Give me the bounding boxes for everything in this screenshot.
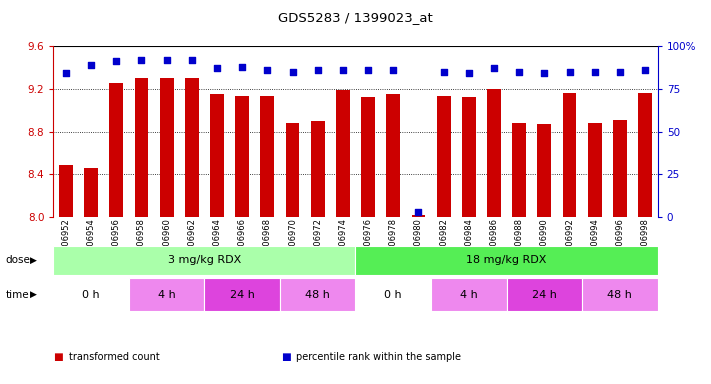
Point <box>312 67 324 73</box>
Bar <box>109 83 123 217</box>
Point <box>60 70 72 76</box>
Bar <box>185 78 199 217</box>
Point <box>136 57 147 63</box>
Text: 4 h: 4 h <box>460 290 478 300</box>
Bar <box>588 123 602 217</box>
Point <box>111 58 122 65</box>
Text: 0 h: 0 h <box>82 290 100 300</box>
Text: ■: ■ <box>281 352 291 362</box>
Text: time: time <box>6 290 29 300</box>
Bar <box>280 278 356 311</box>
Bar <box>356 278 431 311</box>
Bar <box>53 246 356 275</box>
Text: 4 h: 4 h <box>158 290 176 300</box>
Text: 3 mg/kg RDX: 3 mg/kg RDX <box>168 255 241 265</box>
Point <box>539 70 550 76</box>
Bar <box>582 278 658 311</box>
Text: 18 mg/kg RDX: 18 mg/kg RDX <box>466 255 547 265</box>
Point <box>413 209 424 215</box>
Point <box>488 65 500 71</box>
Bar <box>512 123 526 217</box>
Bar <box>84 168 98 217</box>
Point <box>161 57 172 63</box>
Bar <box>160 78 173 217</box>
Point <box>85 62 97 68</box>
Bar <box>260 96 274 217</box>
Point <box>463 70 474 76</box>
Bar <box>134 78 149 217</box>
Bar <box>361 98 375 217</box>
Point <box>262 67 273 73</box>
Text: ■: ■ <box>53 352 63 362</box>
Text: ▶: ▶ <box>30 290 37 299</box>
Bar <box>431 278 506 311</box>
Text: dose: dose <box>6 255 31 265</box>
Bar <box>638 93 652 217</box>
Text: transformed count: transformed count <box>69 352 160 362</box>
Point <box>211 65 223 71</box>
Text: ▶: ▶ <box>30 256 37 265</box>
Point <box>614 69 626 75</box>
Point <box>589 69 600 75</box>
Bar <box>487 89 501 217</box>
Bar <box>356 246 658 275</box>
Text: 24 h: 24 h <box>230 290 255 300</box>
Point <box>337 67 348 73</box>
Point <box>387 67 399 73</box>
Bar <box>53 278 129 311</box>
Bar <box>462 98 476 217</box>
Bar <box>235 96 249 217</box>
Text: 24 h: 24 h <box>532 290 557 300</box>
Bar <box>613 120 627 217</box>
Bar <box>336 90 350 217</box>
Text: GDS5283 / 1399023_at: GDS5283 / 1399023_at <box>278 12 433 25</box>
Bar <box>562 93 577 217</box>
Point <box>639 67 651 73</box>
Point <box>363 67 374 73</box>
Bar <box>412 215 425 217</box>
Point <box>513 69 525 75</box>
Text: 48 h: 48 h <box>305 290 330 300</box>
Point <box>287 69 298 75</box>
Point <box>564 69 575 75</box>
Text: 48 h: 48 h <box>607 290 632 300</box>
Bar <box>205 278 280 311</box>
Point <box>237 63 248 70</box>
Text: percentile rank within the sample: percentile rank within the sample <box>296 352 461 362</box>
Bar <box>210 94 224 217</box>
Bar <box>59 165 73 217</box>
Bar <box>437 96 451 217</box>
Bar <box>506 278 582 311</box>
Bar <box>311 121 325 217</box>
Bar <box>286 123 299 217</box>
Point <box>186 57 198 63</box>
Bar <box>129 278 205 311</box>
Bar <box>538 124 551 217</box>
Bar <box>386 94 400 217</box>
Text: 0 h: 0 h <box>385 290 402 300</box>
Point <box>438 69 449 75</box>
